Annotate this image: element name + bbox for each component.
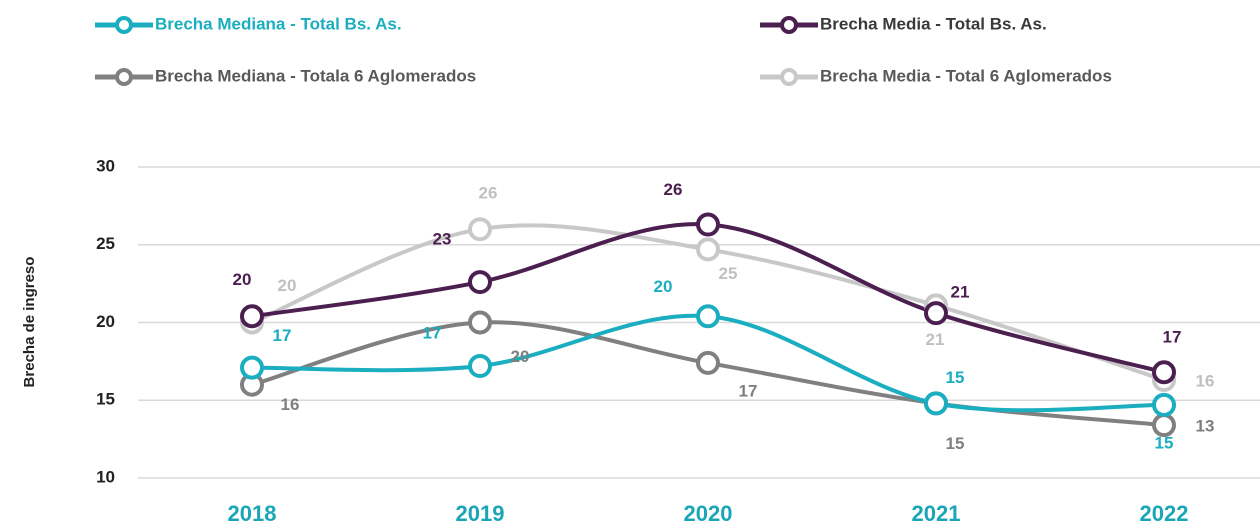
point-marker <box>696 212 720 237</box>
y-axis-title: Brecha de ingreso <box>21 257 38 388</box>
data-label: 20 <box>654 277 673 296</box>
point-marker <box>1152 360 1176 385</box>
data-label: 23 <box>433 230 452 249</box>
data-label: 21 <box>951 283 970 302</box>
data-label: 20 <box>278 276 297 295</box>
x-tick-label: 2021 <box>912 501 961 524</box>
data-label: 13 <box>1196 417 1215 436</box>
point-marker <box>1152 392 1176 417</box>
legend-label: Brecha Media - Total Bs. As. <box>820 14 1047 33</box>
y-tick-label: 30 <box>96 156 115 175</box>
legend-label: Brecha Mediana - Totala 6 Aglomerados <box>155 66 476 85</box>
x-tick-label: 2018 <box>228 501 277 524</box>
data-label: 16 <box>1196 372 1215 391</box>
legend-marker <box>780 16 798 34</box>
legend-label: Brecha Mediana - Total Bs. As. <box>155 14 402 33</box>
data-label: 17 <box>1163 328 1182 347</box>
data-label: 25 <box>719 264 738 283</box>
point-marker <box>468 217 492 242</box>
data-label: 17 <box>273 326 292 345</box>
data-label: 16 <box>281 395 300 414</box>
point-marker <box>696 237 720 262</box>
y-tick-label: 20 <box>96 312 115 331</box>
data-label: 15 <box>946 434 965 453</box>
point-marker <box>468 354 492 379</box>
data-label: 15 <box>946 368 965 387</box>
legend-marker <box>780 68 798 86</box>
data-label: 17 <box>423 324 442 343</box>
x-tick-label: 2022 <box>1140 501 1189 524</box>
point-marker <box>696 304 720 329</box>
y-tick-label: 25 <box>96 234 115 253</box>
y-tick-label: 10 <box>96 467 115 486</box>
legend-marker <box>115 68 133 86</box>
data-label: 26 <box>479 184 498 203</box>
data-label: 20 <box>511 347 530 366</box>
data-label: 20 <box>233 270 252 289</box>
point-marker <box>240 304 264 329</box>
legend-label: Brecha Media - Total 6 Aglomerados <box>820 66 1112 85</box>
point-marker <box>240 355 264 380</box>
data-label: 17 <box>739 381 758 400</box>
point-marker <box>924 301 948 326</box>
x-tick-label: 2019 <box>456 501 505 524</box>
y-tick-label: 15 <box>96 390 115 409</box>
point-marker <box>468 310 492 335</box>
legend-marker <box>115 16 133 34</box>
data-label: 15 <box>1155 433 1174 452</box>
point-marker <box>924 391 948 416</box>
point-marker <box>696 350 720 375</box>
data-label: 21 <box>926 330 945 349</box>
point-marker <box>1152 413 1176 438</box>
data-label: 26 <box>664 180 683 199</box>
x-tick-label: 2020 <box>684 501 733 524</box>
point-marker <box>468 270 492 295</box>
